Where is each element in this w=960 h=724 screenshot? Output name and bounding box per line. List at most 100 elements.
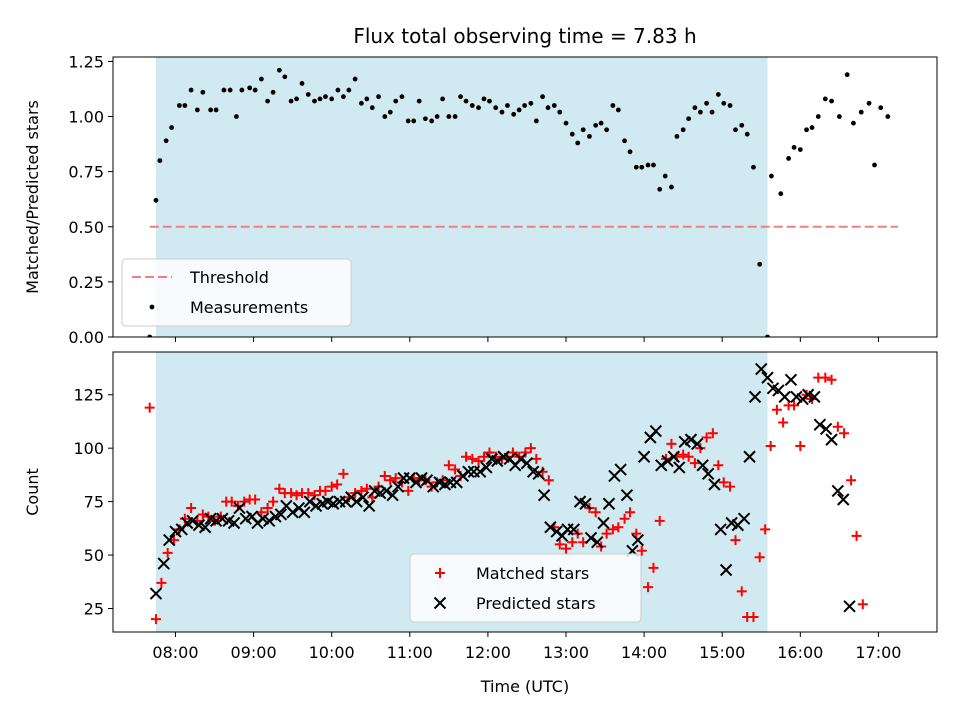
measurements-point bbox=[878, 105, 884, 111]
predicted-stars-point bbox=[761, 371, 774, 384]
measurements-point bbox=[458, 94, 463, 100]
predicted-stars-point bbox=[532, 467, 545, 481]
matched-stars-point bbox=[274, 483, 285, 494]
measurements-point bbox=[822, 96, 828, 102]
measurements-point bbox=[751, 164, 756, 170]
measurements-point bbox=[580, 127, 586, 133]
predicted-stars-point bbox=[813, 418, 827, 431]
matched-stars-point bbox=[478, 451, 489, 462]
matched-stars-point bbox=[613, 522, 624, 533]
measurements-point bbox=[563, 120, 569, 126]
matched-stars-point bbox=[760, 524, 771, 535]
predicted-stars-point bbox=[737, 512, 751, 525]
x-tick-label: 13:00 bbox=[543, 643, 589, 662]
measurements-point bbox=[844, 72, 850, 78]
legend-measurements-swatch bbox=[149, 304, 155, 310]
measurements-point bbox=[247, 85, 253, 91]
predicted-stars-point bbox=[843, 600, 856, 613]
predicted-stars-point bbox=[719, 563, 733, 577]
measurements-point bbox=[645, 162, 651, 168]
matched-stars-point bbox=[832, 421, 843, 432]
matched-stars-point bbox=[748, 612, 759, 623]
matched-stars-point bbox=[443, 460, 454, 471]
measurements-point bbox=[265, 98, 271, 104]
matched-stars-point bbox=[320, 485, 331, 496]
measurements-point bbox=[569, 131, 575, 137]
measurements-point bbox=[657, 186, 663, 192]
predicted-stars-point bbox=[480, 461, 493, 474]
measurements-point bbox=[765, 334, 770, 337]
matched-stars-point bbox=[636, 545, 647, 556]
matched-stars-point bbox=[857, 599, 868, 610]
predicted-stars-point bbox=[403, 471, 417, 485]
matched-stars-point bbox=[332, 479, 343, 490]
x-tick-label: 10:00 bbox=[309, 643, 355, 662]
matched-stars-point bbox=[678, 449, 689, 460]
x-tick-label: 17:00 bbox=[855, 643, 901, 662]
measurements-point bbox=[715, 92, 721, 97]
measurements-point bbox=[487, 98, 492, 104]
measurements-point bbox=[157, 158, 163, 164]
measurements-point bbox=[147, 334, 153, 337]
matched-stars-point bbox=[718, 477, 729, 488]
matched-stars-point bbox=[707, 428, 718, 439]
predicted-stars-point bbox=[661, 454, 674, 468]
matched-stars-point bbox=[144, 402, 155, 413]
measurements-point bbox=[622, 138, 627, 144]
measurements-point bbox=[587, 133, 592, 139]
bottom-y-axis-label: Count bbox=[23, 468, 42, 516]
legend-box bbox=[409, 553, 642, 623]
matched-stars-point bbox=[291, 490, 302, 501]
y-tick-label: 125 bbox=[73, 386, 104, 405]
top-y-axis-label: Matched/Predicted stars bbox=[23, 100, 42, 294]
legend-predicted-label: Predicted stars bbox=[476, 594, 596, 613]
matched-stars-point bbox=[537, 466, 548, 477]
measurements-point bbox=[369, 105, 375, 111]
measurements-point bbox=[182, 103, 188, 108]
measurements-point bbox=[317, 96, 323, 102]
x-tick-label: 14:00 bbox=[621, 643, 667, 662]
matched-stars-point bbox=[525, 443, 536, 454]
measurements-point bbox=[153, 197, 159, 203]
measurements-point bbox=[376, 94, 381, 100]
matched-stars-point bbox=[162, 547, 173, 558]
matched-stars-point bbox=[239, 496, 250, 507]
predicted-stars-point bbox=[831, 484, 845, 498]
measurements-point bbox=[405, 118, 411, 124]
matched-stars-point bbox=[256, 507, 267, 518]
predicted-stars-point bbox=[233, 501, 246, 515]
predicted-stars-point bbox=[186, 514, 199, 528]
predicted-stars-point bbox=[380, 484, 393, 498]
y-tick-label: 1.00 bbox=[68, 108, 104, 127]
measurements-point bbox=[221, 87, 227, 93]
predicted-stars-point bbox=[263, 514, 276, 528]
measurements-point bbox=[452, 114, 458, 119]
measurements-point bbox=[551, 103, 557, 108]
predicted-stars-point bbox=[567, 523, 581, 536]
matched-stars-point bbox=[839, 428, 850, 439]
predicted-stars-point bbox=[157, 557, 170, 570]
measurements-point bbox=[528, 100, 534, 106]
measurements-point bbox=[176, 103, 182, 108]
measurements-point bbox=[522, 103, 528, 108]
measurements-point bbox=[829, 98, 834, 104]
measurements-point bbox=[416, 98, 422, 104]
measurements-point bbox=[633, 164, 639, 170]
measurements-point bbox=[610, 103, 616, 108]
predicted-stars-point bbox=[684, 433, 698, 446]
measurements-point bbox=[234, 114, 239, 119]
predicted-stars-point bbox=[819, 422, 833, 436]
x-tick-label: 12:00 bbox=[465, 643, 511, 662]
predicted-stars-point bbox=[597, 516, 610, 530]
measurements-point bbox=[598, 120, 604, 126]
matched-stars-point bbox=[820, 372, 831, 383]
measurements-point bbox=[499, 109, 505, 115]
matched-stars-point bbox=[619, 513, 630, 524]
x-tick-label: 08:00 bbox=[152, 643, 198, 662]
predicted-stars-point bbox=[755, 362, 768, 376]
predicted-stars-point bbox=[714, 523, 727, 536]
matched-stars-point bbox=[567, 537, 578, 548]
measurements-point bbox=[872, 162, 877, 168]
measurements-point bbox=[533, 118, 539, 124]
predicted-stars-point bbox=[637, 450, 651, 463]
